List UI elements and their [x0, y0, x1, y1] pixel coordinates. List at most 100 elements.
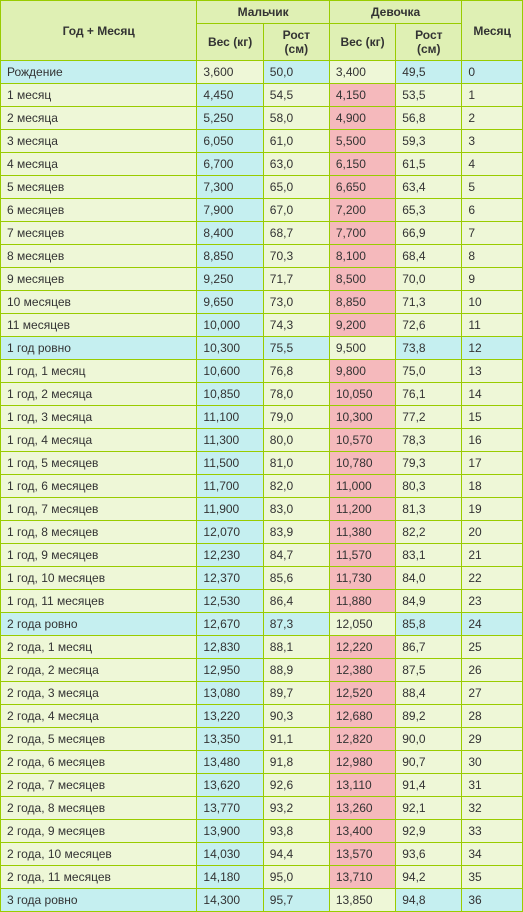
header-girl-height: Рост (см): [396, 24, 461, 60]
cell-boy-weight: 11,100: [197, 406, 262, 428]
cell-boy-height: 86,4: [264, 590, 329, 612]
cell-period: 2 года, 7 месяцев: [1, 774, 196, 796]
cell-month: 35: [462, 866, 522, 888]
cell-girl-height: 86,7: [396, 636, 461, 658]
cell-girl-height: 88,4: [396, 682, 461, 704]
cell-girl-height: 90,0: [396, 728, 461, 750]
cell-girl-weight: 13,400: [330, 820, 395, 842]
cell-boy-height: 78,0: [264, 383, 329, 405]
cell-boy-height: 76,8: [264, 360, 329, 382]
cell-boy-weight: 13,900: [197, 820, 262, 842]
cell-boy-height: 88,1: [264, 636, 329, 658]
cell-period: Рождение: [1, 61, 196, 83]
cell-month: 17: [462, 452, 522, 474]
cell-boy-height: 87,3: [264, 613, 329, 635]
cell-girl-height: 83,1: [396, 544, 461, 566]
cell-boy-weight: 10,600: [197, 360, 262, 382]
cell-girl-weight: 9,200: [330, 314, 395, 336]
cell-month: 19: [462, 498, 522, 520]
cell-girl-height: 56,8: [396, 107, 461, 129]
table-row: 2 года, 7 месяцев13,62092,613,11091,431: [1, 774, 522, 796]
cell-girl-height: 70,0: [396, 268, 461, 290]
cell-boy-weight: 13,080: [197, 682, 262, 704]
cell-month: 18: [462, 475, 522, 497]
cell-girl-height: 63,4: [396, 176, 461, 198]
cell-boy-height: 84,7: [264, 544, 329, 566]
cell-boy-height: 83,0: [264, 498, 329, 520]
cell-boy-weight: 13,620: [197, 774, 262, 796]
cell-girl-weight: 10,780: [330, 452, 395, 474]
cell-boy-weight: 9,650: [197, 291, 262, 313]
cell-boy-weight: 10,850: [197, 383, 262, 405]
cell-period: 2 года, 5 месяцев: [1, 728, 196, 750]
cell-month: 27: [462, 682, 522, 704]
cell-month: 1: [462, 84, 522, 106]
cell-girl-height: 94,2: [396, 866, 461, 888]
cell-boy-weight: 12,370: [197, 567, 262, 589]
cell-boy-weight: 3,600: [197, 61, 262, 83]
table-row: 5 месяцев7,30065,06,65063,45: [1, 176, 522, 198]
cell-month: 34: [462, 843, 522, 865]
cell-girl-height: 93,6: [396, 843, 461, 865]
cell-month: 20: [462, 521, 522, 543]
cell-girl-weight: 8,850: [330, 291, 395, 313]
cell-boy-height: 94,4: [264, 843, 329, 865]
cell-girl-height: 72,6: [396, 314, 461, 336]
header-period: Год + Месяц: [1, 1, 196, 60]
cell-girl-weight: 7,200: [330, 199, 395, 221]
table-row: 1 год, 11 месяцев12,53086,411,88084,923: [1, 590, 522, 612]
cell-girl-weight: 8,100: [330, 245, 395, 267]
cell-period: 7 месяцев: [1, 222, 196, 244]
cell-girl-height: 91,4: [396, 774, 461, 796]
cell-boy-weight: 11,500: [197, 452, 262, 474]
table-row: 1 год, 4 месяца11,30080,010,57078,316: [1, 429, 522, 451]
table-row: 1 год, 2 месяца10,85078,010,05076,114: [1, 383, 522, 405]
cell-month: 14: [462, 383, 522, 405]
cell-boy-weight: 12,670: [197, 613, 262, 635]
cell-girl-height: 94,8: [396, 889, 461, 911]
cell-girl-height: 73,8: [396, 337, 461, 359]
cell-month: 15: [462, 406, 522, 428]
cell-girl-height: 92,1: [396, 797, 461, 819]
cell-period: 1 год, 10 месяцев: [1, 567, 196, 589]
cell-girl-height: 89,2: [396, 705, 461, 727]
cell-period: 2 года, 2 месяца: [1, 659, 196, 681]
cell-girl-weight: 11,200: [330, 498, 395, 520]
cell-girl-weight: 6,650: [330, 176, 395, 198]
table-row: 2 года, 9 месяцев13,90093,813,40092,933: [1, 820, 522, 842]
cell-period: 2 года ровно: [1, 613, 196, 635]
cell-boy-weight: 12,950: [197, 659, 262, 681]
cell-girl-weight: 12,520: [330, 682, 395, 704]
cell-boy-height: 95,0: [264, 866, 329, 888]
cell-month: 28: [462, 705, 522, 727]
cell-girl-height: 84,9: [396, 590, 461, 612]
cell-girl-height: 78,3: [396, 429, 461, 451]
cell-month: 25: [462, 636, 522, 658]
cell-girl-weight: 12,050: [330, 613, 395, 635]
cell-boy-weight: 11,300: [197, 429, 262, 451]
cell-girl-weight: 13,260: [330, 797, 395, 819]
cell-boy-height: 70,3: [264, 245, 329, 267]
cell-boy-height: 95,7: [264, 889, 329, 911]
cell-month: 10: [462, 291, 522, 313]
table-row: 2 года, 11 месяцев14,18095,013,71094,235: [1, 866, 522, 888]
table-row: 2 года, 1 месяц12,83088,112,22086,725: [1, 636, 522, 658]
cell-boy-height: 83,9: [264, 521, 329, 543]
table-row: 2 года ровно12,67087,312,05085,824: [1, 613, 522, 635]
table-row: Рождение3,60050,03,40049,50: [1, 61, 522, 83]
table-row: 6 месяцев7,90067,07,20065,36: [1, 199, 522, 221]
cell-boy-height: 68,7: [264, 222, 329, 244]
cell-period: 3 года ровно: [1, 889, 196, 911]
cell-month: 22: [462, 567, 522, 589]
cell-girl-weight: 9,800: [330, 360, 395, 382]
cell-month: 26: [462, 659, 522, 681]
table-row: 3 года ровно14,30095,713,85094,836: [1, 889, 522, 911]
cell-boy-weight: 13,350: [197, 728, 262, 750]
table-row: 1 год, 7 месяцев11,90083,011,20081,319: [1, 498, 522, 520]
cell-girl-height: 71,3: [396, 291, 461, 313]
cell-month: 33: [462, 820, 522, 842]
cell-boy-weight: 9,250: [197, 268, 262, 290]
cell-girl-weight: 11,570: [330, 544, 395, 566]
cell-girl-weight: 10,300: [330, 406, 395, 428]
cell-period: 2 месяца: [1, 107, 196, 129]
